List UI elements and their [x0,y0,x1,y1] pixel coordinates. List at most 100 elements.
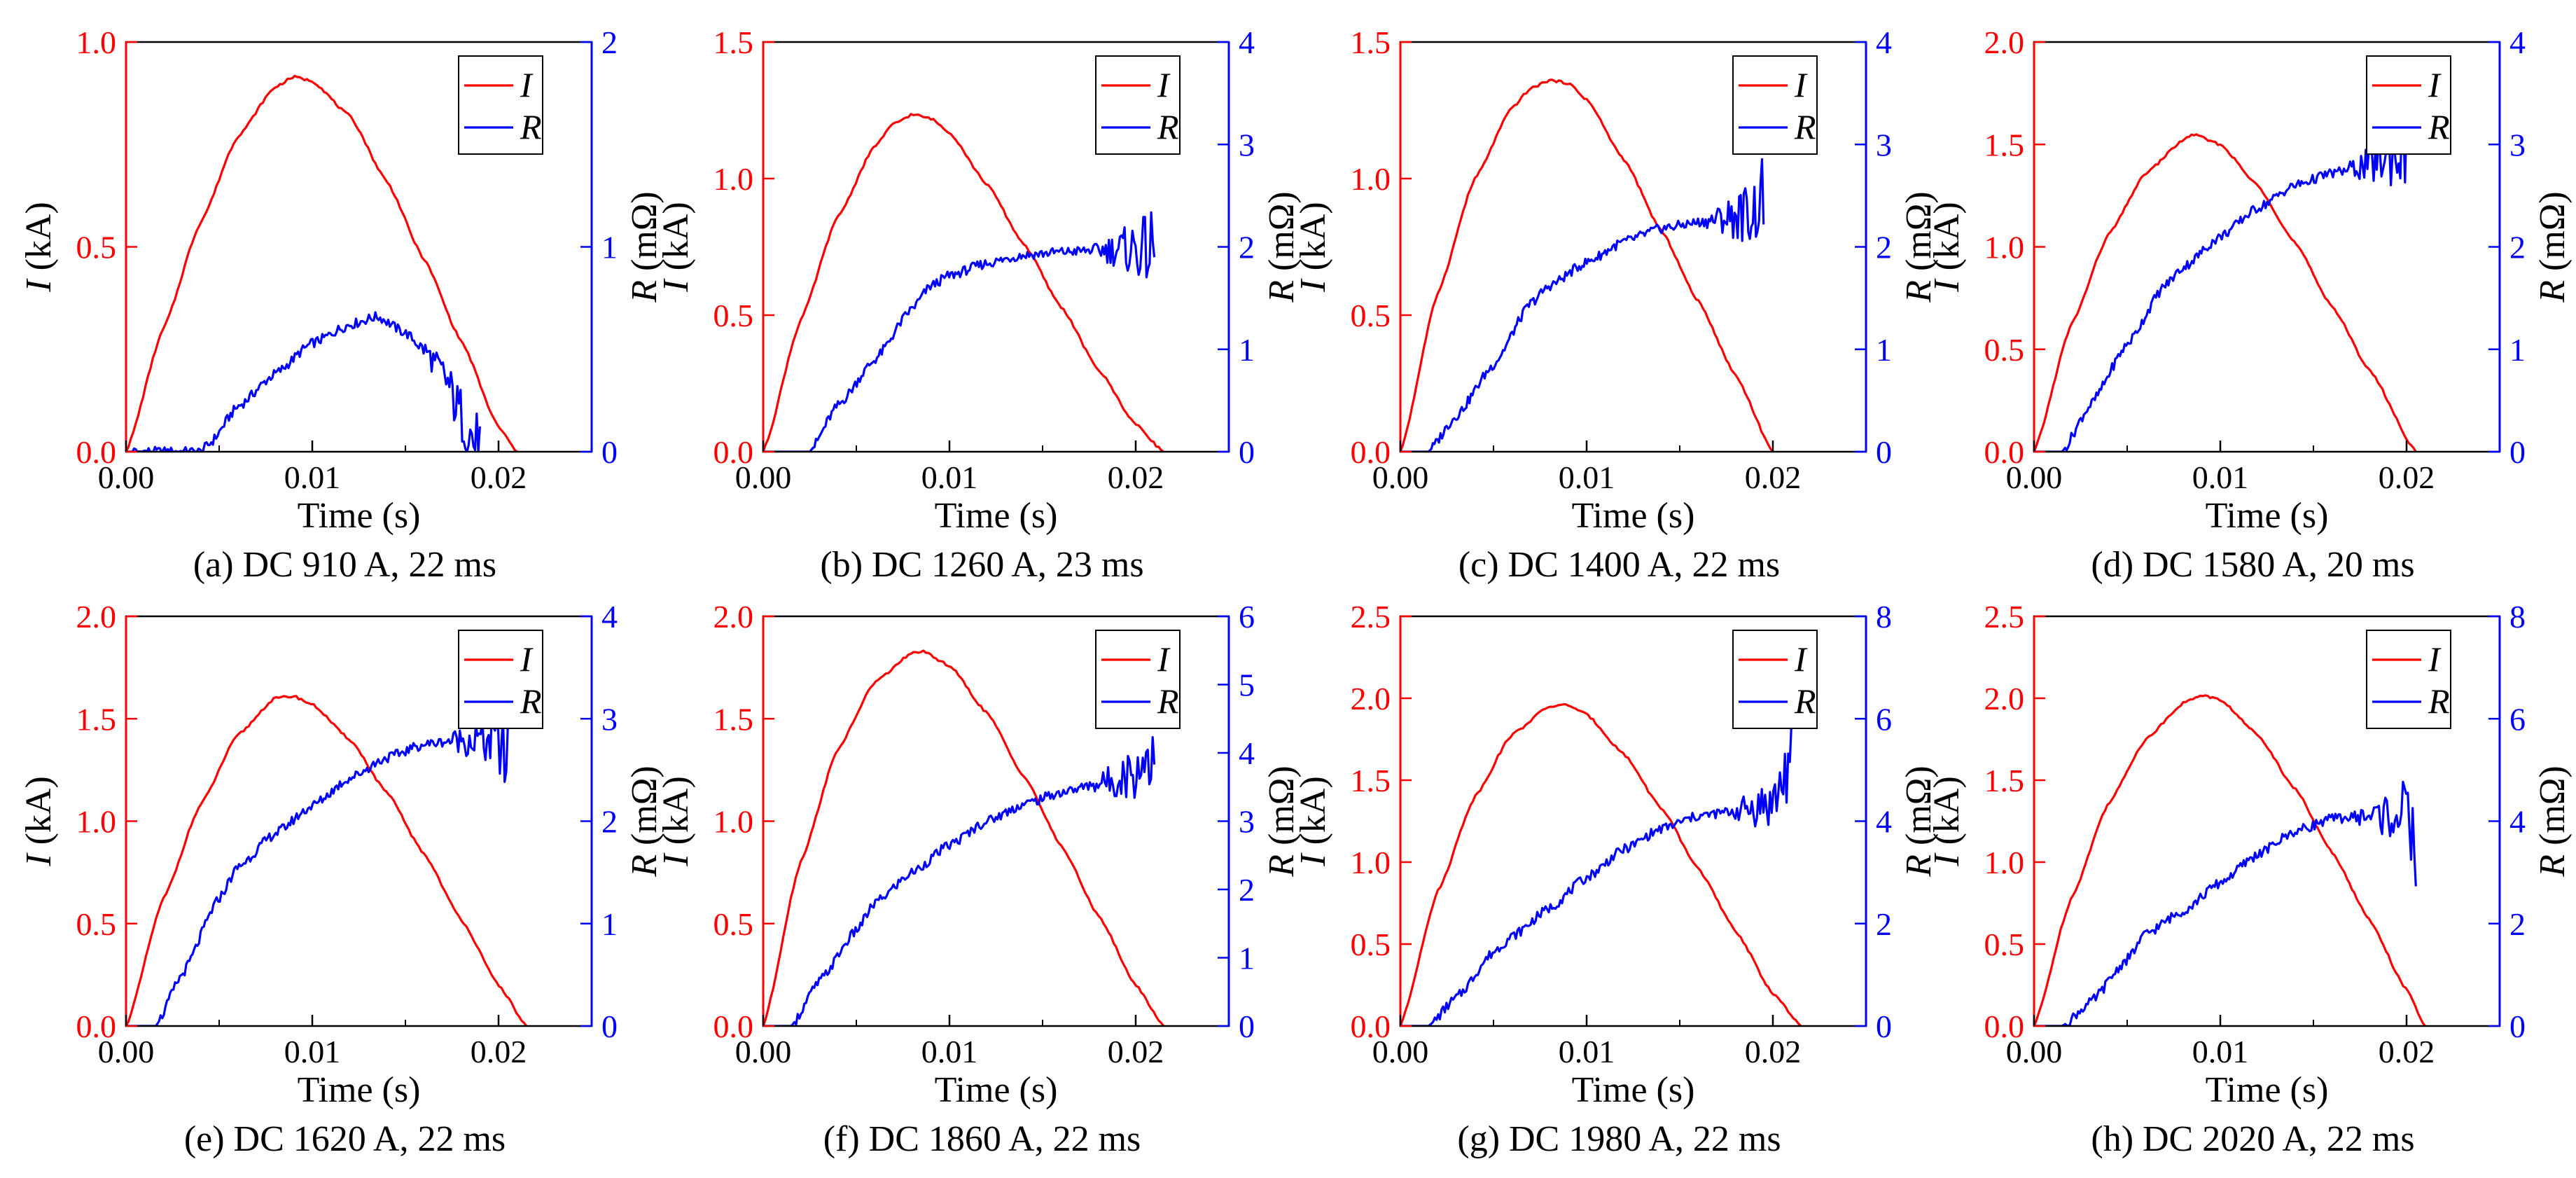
y-right-tick-label: 0 [2509,434,2526,470]
x-tick-label: 0.01 [284,459,341,495]
chart-panel-c: 0.00 0.01 0.02 0.0 0.5 1.0 1.5 0 1 2 3 4 Time (s) I (… [1293,25,1939,585]
y-right-symbol: R [2533,280,2572,303]
y-left-tick-label: 2.0 [1351,681,1391,716]
plot-lines [1400,78,1774,452]
x-tick-label: 0.00 [2006,1034,2063,1069]
plot-lines [763,649,1165,1026]
y-left-tick-label: 2.5 [1984,599,2025,635]
y-left-tick-label: 0.0 [713,434,754,470]
y-left-tick-label: 2.0 [1984,25,2025,60]
y-right-tick-label: 4 [2509,804,2526,840]
y-right-tick-label: 8 [1876,599,1892,635]
y-left-axis-title: I (kA) [1293,202,1333,293]
chart-panel-b: 0.00 0.01 0.02 0.0 0.5 1.0 1.5 0 1 2 3 4 Time (s) I (… [656,25,1302,585]
y-right-tick-label: 0 [2509,1009,2526,1044]
legend-box [2366,630,2451,729]
y-right-tick-label: 6 [1876,701,1892,737]
legend-label-resistance: R [2428,107,2450,146]
x-tick-label: 0.00 [1372,459,1429,495]
y-left-tick-label: 0.5 [713,906,754,942]
legend-label-current: I [2428,65,2442,104]
legend-label-resistance: R [1794,681,1816,721]
y-left-symbol: I [1927,852,1967,867]
y-left-tick-label: 1.0 [1984,230,2025,265]
legend-box [1732,55,1818,155]
y-left-tick-label: 0.0 [1351,1009,1391,1044]
y-left-tick-label: 0.5 [713,298,754,333]
y-right-unit: (mΩ) [1899,191,1939,280]
series-line-R [126,710,509,1026]
legend-box [458,55,543,155]
x-axis-title: Time (s) [935,496,1058,536]
plot-lines [763,113,1164,452]
y-left-tick-label: 1.5 [1984,763,2025,798]
y-right-tick-label: 2 [2509,906,2526,942]
y-right-unit: (mΩ) [2533,765,2572,854]
y-right-unit: (mΩ) [625,765,664,854]
y-right-axis-title: R (mΩ) [625,191,664,303]
x-tick-label: 0.01 [1559,1034,1615,1069]
y-left-tick-label: 2.5 [1351,599,1391,635]
x-tick-label: 0.02 [1745,1034,1802,1069]
y-right-tick-label: 0 [1239,1009,1255,1044]
panel-caption: (d) DC 1580 A, 20 ms [2091,545,2414,585]
x-tick-label: 0.02 [471,459,527,495]
y-left-tick-label: 1.5 [713,701,754,737]
y-right-symbol: R [1262,280,1302,303]
y-right-tick-label: 3 [1239,804,1255,840]
legend: IR [1095,630,1181,729]
panel-caption: (h) DC 2020 A, 22 ms [2091,1119,2414,1159]
series-line-I [763,649,1165,1026]
legend-label-current: I [1157,65,1171,104]
y-left-tick-label: 0.5 [1351,927,1391,962]
y-left-axis-title: I (kA) [1293,776,1333,867]
chart-panel-g: 0.00 0.01 0.02 0.0 0.5 1.0 1.5 2.0 2.5 0 2 4 6 8 Time … [1293,599,1939,1159]
y-left-tick-label: 1.5 [1351,25,1391,60]
y-left-tick-label: 1.5 [1984,127,2025,162]
chart-panel-d: 0.00 0.01 0.02 0.0 0.5 1.0 1.5 2.0 0 1 2 3 4 Time (s)… [1927,25,2572,585]
x-tick-label: 0.02 [2379,459,2435,495]
y-right-unit: (mΩ) [625,191,664,280]
series-line-I [1400,78,1774,452]
y-left-tick-label: 0.5 [1984,332,2025,368]
legend-label-current: I [1794,639,1808,679]
y-right-tick-label: 4 [1239,735,1255,771]
y-right-tick-label: 2 [1239,230,1255,265]
y-left-unit: (kA) [19,776,59,854]
y-left-tick-label: 1.0 [1351,161,1391,197]
series-line-R [1400,722,1793,1026]
y-right-tick-label: 3 [601,701,618,737]
y-left-tick-label: 0.0 [1351,434,1391,470]
panel-caption: (c) DC 1400 A, 22 ms [1458,545,1780,585]
legend-label-resistance: R [520,681,542,721]
legend-box [2366,55,2451,155]
y-left-unit: (kA) [1927,776,1967,854]
x-tick-label: 0.00 [1372,1034,1429,1069]
y-right-tick-label: 2 [601,25,618,60]
y-right-tick-label: 2 [601,804,618,840]
legend-label-resistance: R [520,107,542,146]
y-left-tick-label: 2.0 [713,599,754,635]
y-right-axis-title: R (mΩ) [1262,765,1302,878]
x-axis-title: Time (s) [2206,1070,2329,1110]
x-axis-title: Time (s) [1572,1070,1695,1110]
y-right-tick-label: 5 [1239,667,1255,703]
panel-caption: (b) DC 1260 A, 23 ms [820,545,1143,585]
legend-box [1095,55,1181,155]
y-right-axis-title: R (mΩ) [1262,191,1302,303]
y-right-symbol: R [1899,854,1939,878]
y-right-tick-label: 4 [601,599,618,635]
series-line-R [763,211,1156,452]
y-right-tick-label: 1 [601,906,618,942]
plot-lines [2034,117,2417,452]
y-right-unit: (mΩ) [1899,765,1939,854]
legend-label-resistance: R [1794,107,1816,146]
series-line-R [763,735,1156,1026]
y-left-symbol: I [656,852,696,867]
x-tick-label: 0.00 [2006,459,2063,495]
x-tick-label: 0.01 [2192,459,2249,495]
y-right-symbol: R [1899,280,1939,303]
y-right-tick-label: 8 [2509,599,2526,635]
panel-caption: (a) DC 910 A, 22 ms [193,545,496,585]
y-left-tick-label: 0.5 [76,230,117,265]
